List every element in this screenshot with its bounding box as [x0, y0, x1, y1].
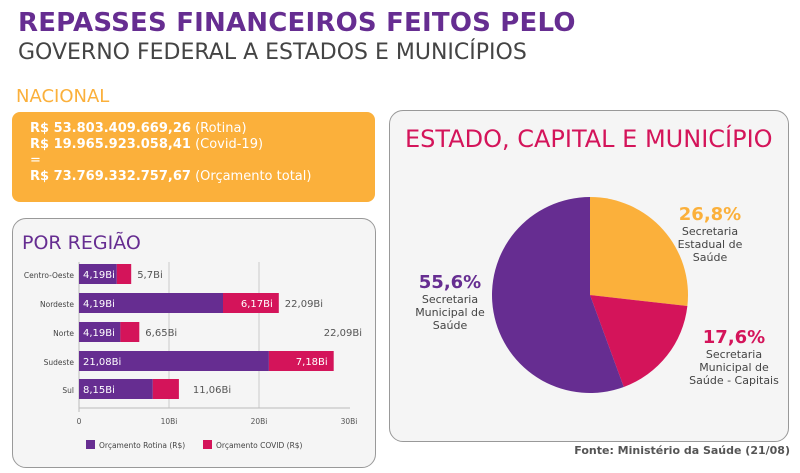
region-chart-panel: [12, 218, 376, 468]
pie-desc: Secretaria Municipal de Saúde: [415, 293, 485, 332]
bar-value-label: 8,15Bi: [83, 385, 115, 396]
bar-total-label: 11,06Bi: [193, 385, 231, 396]
nacional-heading: NACIONAL: [16, 86, 110, 107]
x-tick-label: 0: [77, 417, 82, 426]
region-bar-chart: 0 10Bi 20Bi 30Bi Centro-Oeste 4,19Bi 5,7Bi Nord…: [24, 262, 362, 450]
x-tick-label: 30Bi: [341, 417, 358, 426]
bar-covid: [120, 322, 140, 342]
bar-rotina: [79, 351, 269, 371]
pie-label-municipal: 55,6% Secretaria Municipal de Saúde: [405, 272, 495, 333]
bar-total-label: 5,7Bi: [137, 270, 163, 281]
total-value: R$ 73.769.332.757,67: [30, 169, 191, 184]
pie-pct: 26,8%: [678, 204, 742, 225]
pie-label-estadual: 26,8% Secretaria Estadual de Saúde: [660, 204, 760, 265]
bar-covid: [268, 351, 334, 371]
bar-rotina: [79, 322, 121, 342]
bar-value-label: 4,19Bi: [83, 270, 115, 281]
bar-total-label: 6,65Bi: [145, 328, 177, 339]
category-label: Sudeste: [44, 358, 75, 367]
nacional-summary-box: R$ 53.803.409.669,26 (Rotina) R$ 19.965.…: [12, 112, 375, 202]
bar-value-label: 7,18Bi: [296, 357, 328, 368]
source-note: Fonte: Ministério da Saúde (21/08): [574, 444, 790, 457]
region-chart-title: POR REGIÃO: [22, 232, 141, 254]
legend-label: Orçamento Rotina (R$): [99, 441, 185, 450]
bar-rotina: [79, 293, 223, 313]
bar-rotina: [79, 264, 117, 284]
bar-covid: [152, 379, 179, 399]
x-tick-label: 20Bi: [251, 417, 268, 426]
pie-pct: 55,6%: [418, 272, 482, 293]
rotina-value: R$ 53.803.409.669,26: [30, 121, 191, 136]
bar-value-label: 4,19Bi: [83, 299, 115, 310]
category-label: Centro-Oeste: [24, 271, 74, 280]
total-label: (Orçamento total): [195, 169, 312, 184]
bar-covid: [223, 293, 279, 313]
category-label: Nordeste: [40, 300, 74, 309]
pie-label-capitais: 17,6% Secretaria Municipal de Saúde - Ca…: [678, 327, 790, 388]
legend-label: Orçamento COVID (R$): [216, 441, 303, 450]
category-label: Norte: [53, 329, 74, 338]
x-tick-label: 10Bi: [161, 417, 178, 426]
page-title: REPASSES FINANCEIROS FEITOS PELO: [18, 8, 576, 38]
covid-value: R$ 19.965.923.058,41: [30, 137, 191, 152]
page-subtitle: GOVERNO FEDERAL A ESTADOS E MUNICÍPIOS: [18, 40, 527, 65]
covid-label: (Covid-19): [195, 137, 264, 152]
pie-desc: Secretaria Estadual de Saúde: [677, 225, 743, 264]
bar-covid: [116, 264, 132, 284]
legend-swatch: [203, 440, 212, 449]
bar-value-label: 6,17Bi: [241, 299, 273, 310]
pie-desc: Secretaria Municipal de Saúde - Capitais: [689, 348, 779, 387]
pie-chart-title: ESTADO, CAPITAL E MUNICÍPIO: [405, 125, 773, 153]
rotina-label: (Rotina): [195, 121, 247, 136]
bar-value-label: 21,08Bi: [83, 357, 121, 368]
legend-swatch: [86, 440, 95, 449]
bar-rotina: [79, 379, 153, 399]
pie-pct: 17,6%: [702, 327, 766, 348]
category-label: Sul: [62, 386, 74, 395]
bar-total-label: 22,09Bi: [285, 299, 323, 310]
extra-total-label: 22,09Bi: [324, 328, 362, 339]
bar-value-label: 4,19Bi: [83, 328, 115, 339]
equals-sign: =: [30, 153, 41, 168]
